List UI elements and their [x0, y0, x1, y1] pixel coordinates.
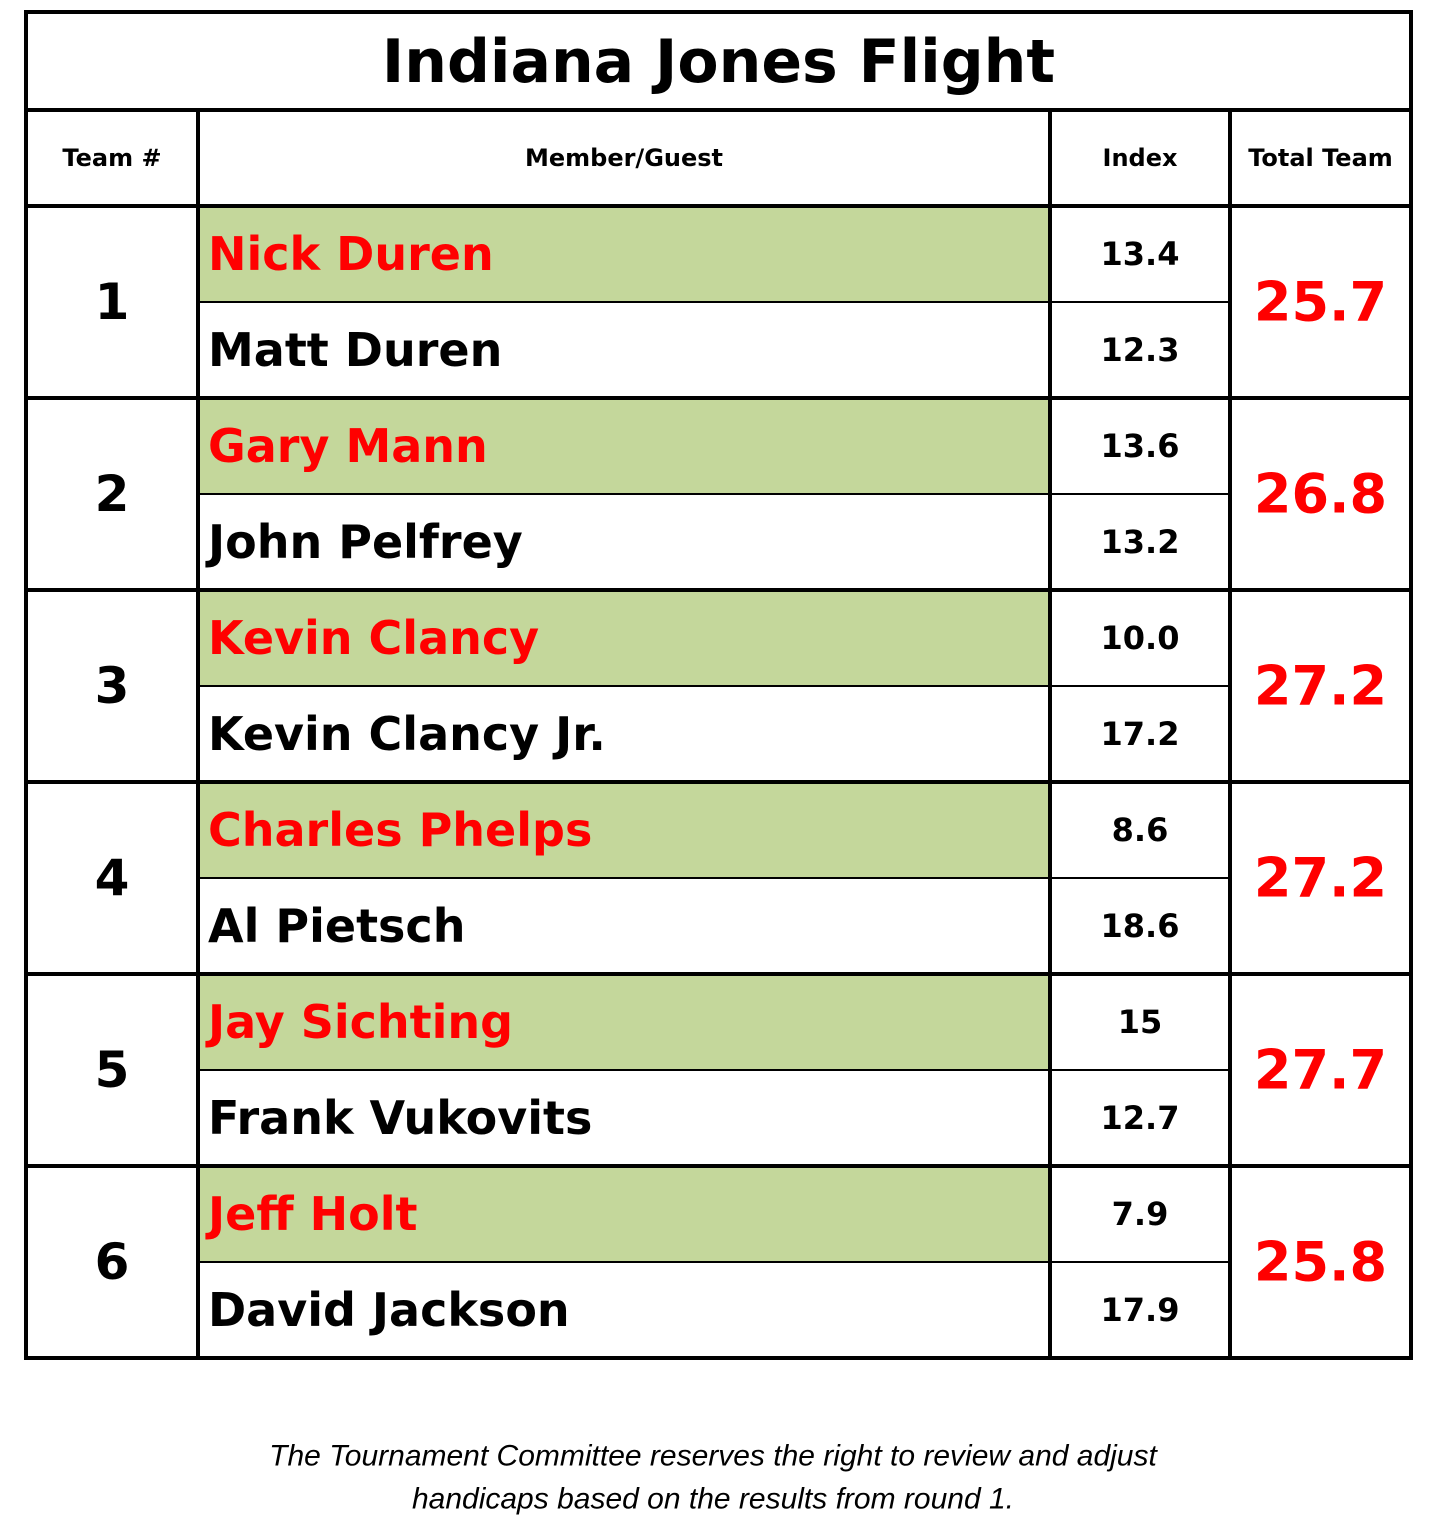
member-name: Kevin Clancy — [208, 611, 539, 665]
member-highlight — [198, 782, 1050, 878]
member-index: 17.2 — [1101, 715, 1180, 753]
column-header: Team # — [62, 144, 161, 172]
member-index: 15 — [1118, 1003, 1163, 1041]
member-name: David Jackson — [208, 1283, 570, 1337]
member-index: 10.0 — [1101, 619, 1180, 657]
member-index: 13.4 — [1101, 235, 1180, 273]
team-number: 6 — [95, 1233, 130, 1291]
member-highlight — [198, 974, 1050, 1070]
team-number: 5 — [95, 1041, 130, 1099]
member-index: 12.7 — [1101, 1099, 1180, 1137]
member-index: 12.3 — [1101, 331, 1180, 369]
member-name: John Pelfrey — [205, 515, 523, 569]
member-index: 18.6 — [1101, 907, 1180, 945]
member-name: Charles Phelps — [208, 803, 592, 857]
team-number: 1 — [95, 273, 130, 331]
team-total: 25.7 — [1254, 271, 1387, 334]
team-total: 27.7 — [1254, 1039, 1387, 1102]
member-name: Jeff Holt — [205, 1187, 417, 1241]
member-name: Frank Vukovits — [208, 1091, 592, 1145]
member-index: 7.9 — [1112, 1195, 1169, 1233]
team-number: 3 — [95, 657, 130, 715]
footer-note: The Tournament Committee reserves the ri… — [269, 1440, 1158, 1473]
footer-note: handicaps based on the results from roun… — [412, 1483, 1014, 1516]
member-index: 8.6 — [1112, 811, 1169, 849]
member-highlight — [198, 398, 1050, 494]
member-name: Kevin Clancy Jr. — [208, 707, 606, 761]
member-name: Al Pietsch — [208, 899, 465, 953]
column-header: Index — [1103, 144, 1178, 172]
team-number: 4 — [95, 849, 130, 907]
team-total: 27.2 — [1254, 655, 1387, 718]
team-total: 25.8 — [1254, 1231, 1387, 1294]
title: Indiana Jones Flight — [382, 27, 1055, 97]
team-total: 27.2 — [1254, 847, 1387, 910]
member-highlight — [198, 590, 1050, 686]
member-name: Gary Mann — [208, 419, 488, 473]
column-header: Member/Guest — [525, 144, 723, 172]
column-header: Total Team — [1248, 144, 1393, 172]
member-highlight — [198, 206, 1050, 302]
team-number: 2 — [95, 465, 130, 523]
member-index: 13.2 — [1101, 523, 1180, 561]
member-name: Nick Duren — [208, 227, 494, 281]
member-highlight — [198, 1166, 1050, 1262]
member-name: Jay Sichting — [205, 995, 513, 1049]
member-index: 17.9 — [1101, 1291, 1180, 1329]
team-total: 26.8 — [1254, 463, 1387, 526]
member-name: Matt Duren — [208, 323, 502, 377]
member-index: 13.6 — [1101, 427, 1180, 465]
